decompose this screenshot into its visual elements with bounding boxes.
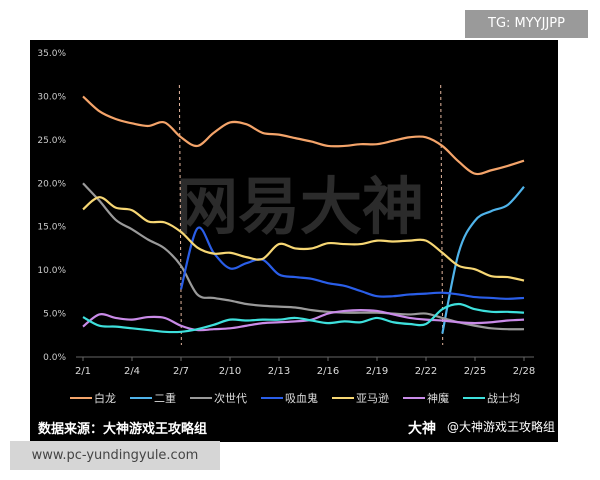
x-tick-label: 2/22 <box>415 366 437 377</box>
legend-item: 神魔 <box>403 390 449 406</box>
series-line-5 <box>82 308 525 332</box>
legend-label: 次世代 <box>214 392 247 405</box>
legend-item: 次世代 <box>190 390 247 406</box>
legend-swatch <box>261 397 283 399</box>
x-tick-label: 2/13 <box>268 366 290 377</box>
y-tick-label: 25.0% <box>37 136 66 146</box>
series-line-0 <box>82 95 525 176</box>
legend-label: 白龙 <box>94 392 116 405</box>
y-tick-label: 35.0% <box>37 49 66 59</box>
series-line-6 <box>82 302 525 334</box>
legend-label: 二重 <box>154 392 176 405</box>
event-marker-line <box>178 84 182 346</box>
legend-label: 亚马逊 <box>356 392 389 405</box>
chart-panel <box>30 40 558 442</box>
legend-swatch <box>130 397 152 399</box>
x-tick-label: 2/7 <box>173 366 189 377</box>
series-line-1 <box>441 186 525 334</box>
x-tick-label: 2/16 <box>317 366 339 377</box>
series-line-4 <box>82 196 525 282</box>
legend-swatch <box>190 397 212 399</box>
y-tick-label: 5.0% <box>43 310 66 320</box>
legend: 白龙 二重 次世代 吸血鬼 亚马逊 神魔 战士均 <box>70 390 560 406</box>
y-tick-label: 15.0% <box>37 223 66 233</box>
tg-label: TG: MYYJJPP <box>465 10 588 38</box>
credit-logo: 大神 <box>408 421 436 437</box>
legend-item: 白龙 <box>70 390 116 406</box>
y-tick-label: 20.0% <box>37 179 66 189</box>
x-tick-label: 2/28 <box>513 366 535 377</box>
x-tick-label: 2/10 <box>219 366 241 377</box>
legend-swatch <box>403 397 425 399</box>
legend-swatch <box>463 397 485 399</box>
x-tick-label: 2/1 <box>75 366 91 377</box>
watermark: 网易大神 <box>176 170 424 243</box>
site-label: www.pc-yundingyule.com <box>10 441 220 470</box>
y-tick-label: 30.0% <box>37 92 66 102</box>
credit-text: @大神游戏王攻略组 <box>447 420 556 434</box>
legend-label: 战士均 <box>487 392 520 405</box>
x-tick-label: 2/25 <box>464 366 486 377</box>
y-tick-label: 10.0% <box>37 266 66 276</box>
y-tick-label: 0.0% <box>43 353 66 363</box>
legend-item: 二重 <box>130 390 176 406</box>
series-line-2 <box>82 182 525 331</box>
legend-label: 神魔 <box>427 392 449 405</box>
legend-item: 吸血鬼 <box>261 390 318 406</box>
legend-label: 吸血鬼 <box>285 392 318 405</box>
event-marker-line <box>440 84 444 346</box>
legend-item: 战士均 <box>463 390 520 406</box>
source-text: 数据来源：大神游戏王攻略组 <box>38 422 208 437</box>
legend-swatch <box>70 397 92 399</box>
legend-swatch <box>332 397 354 399</box>
series-line-3 <box>179 226 525 300</box>
x-tick-label: 2/4 <box>124 366 140 377</box>
x-tick-label: 2/19 <box>366 366 388 377</box>
legend-item: 亚马逊 <box>332 390 389 406</box>
